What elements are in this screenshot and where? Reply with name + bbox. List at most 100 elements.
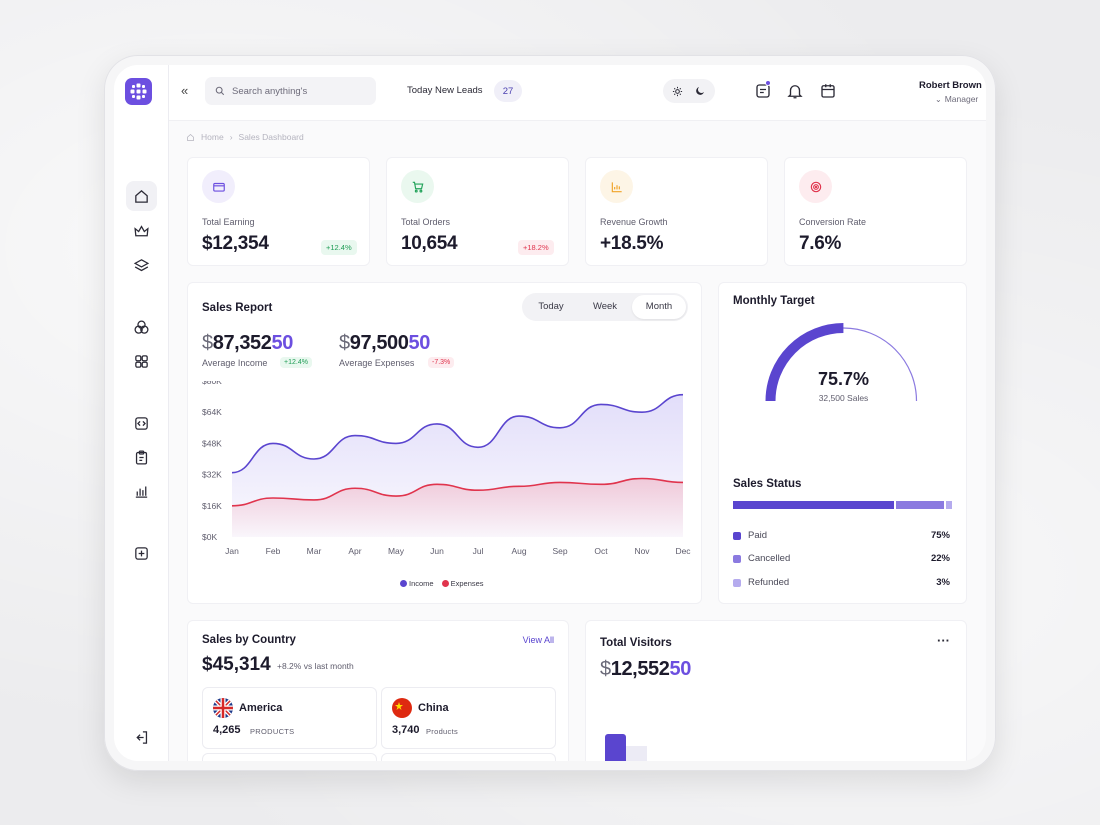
stat-trend-badge: +18.2%	[518, 240, 554, 255]
country-item-partial[interactable]	[202, 753, 377, 761]
nav-circles[interactable]	[126, 312, 157, 342]
stat-card-conversion: Conversion Rate 7.6%	[784, 157, 967, 266]
sales-report-title: Sales Report	[202, 302, 273, 314]
country-item-partial[interactable]	[381, 753, 556, 761]
user-name[interactable]: Robert Brown	[919, 80, 982, 91]
logout-button[interactable]	[126, 722, 157, 752]
sales-by-country-title: Sales by Country	[202, 634, 296, 646]
series-line-income	[231, 393, 684, 474]
search-icon	[215, 86, 225, 96]
layers-icon	[133, 258, 150, 271]
app-logo[interactable]	[125, 78, 152, 105]
stat-value: 10,654	[401, 233, 458, 254]
income-badge: +12.4%	[280, 357, 312, 368]
top-bar: « Today New Leads 27 Robert Brown ⌄Manag…	[169, 65, 986, 121]
status-row-cancelled: Cancelled	[733, 553, 790, 564]
tab-week[interactable]: Week	[592, 301, 618, 312]
nav-add[interactable]	[126, 538, 157, 568]
theme-toggle[interactable]	[663, 79, 715, 103]
bar-chart-icon	[135, 486, 148, 498]
total-visitors-value: $12,55250	[600, 658, 691, 680]
status-swatch	[733, 531, 741, 540]
tab-month[interactable]: Month	[632, 295, 686, 319]
stat-icon-bg	[202, 170, 235, 203]
bar-chart-icon	[611, 181, 622, 192]
tab-today[interactable]: Today	[538, 301, 564, 312]
country-sales-change: +8.2% vs last month	[277, 661, 354, 671]
status-pct-refunded: 3%	[936, 577, 950, 588]
search-box[interactable]	[205, 77, 376, 105]
user-role[interactable]: ⌄ Manager	[935, 94, 978, 104]
series-area-expenses	[232, 478, 683, 537]
wallet-icon	[212, 182, 225, 192]
gauge-track	[769, 327, 918, 402]
x-tick-label: Jun	[430, 546, 444, 556]
circles-icon	[134, 319, 149, 334]
apps-icon	[135, 354, 148, 368]
status-row-paid: Paid	[733, 530, 767, 541]
average-income-value: $87,35250	[202, 332, 293, 354]
view-all-link[interactable]: View All	[522, 635, 554, 645]
expenses-badge: -7.3%	[428, 357, 455, 368]
nav-crown[interactable]	[126, 216, 157, 246]
target-sales: 32,500 Sales	[818, 393, 869, 403]
stat-label: Revenue Growth	[600, 217, 668, 227]
status-bar-segment	[896, 501, 944, 509]
x-tick-label: Nov	[634, 546, 650, 556]
visitors-bar	[626, 746, 647, 761]
average-expenses-value: $97,50050	[339, 332, 430, 354]
y-tick-label: $0K	[202, 532, 217, 542]
nav-apps[interactable]	[126, 346, 157, 376]
stat-value: $12,354	[202, 233, 269, 254]
stat-label: Total Orders	[401, 217, 451, 227]
status-bar-segment	[945, 501, 952, 509]
bell-icon[interactable]	[786, 82, 804, 100]
nav-layers[interactable]	[126, 250, 157, 280]
country-count: 3,740	[392, 724, 420, 736]
nav-home[interactable]	[126, 181, 157, 211]
average-income-label: Average Income	[202, 358, 268, 368]
calendar-icon[interactable]	[819, 82, 837, 100]
collapse-sidebar-icon[interactable]: «	[181, 83, 189, 98]
search-input[interactable]	[232, 85, 362, 97]
target-gauge	[765, 323, 918, 402]
stat-card-orders: Total Orders 10,654 +18.2%	[386, 157, 569, 266]
flag-china-icon	[392, 698, 412, 718]
chart-legend: Income Expenses	[400, 579, 484, 588]
sales-report-card: Sales Report Today Week Month $87,35250 …	[187, 282, 702, 604]
average-expenses-label: Average Expenses	[339, 358, 415, 368]
more-options-icon[interactable]: ···	[937, 633, 950, 648]
y-tick-label: $80K	[202, 381, 222, 386]
x-tick-label: Oct	[594, 546, 608, 556]
cart-icon	[412, 181, 423, 193]
leads-count-badge: 27	[494, 80, 522, 102]
breadcrumb-home[interactable]: Home	[201, 132, 224, 142]
tablet-frame: « Today New Leads 27 Robert Brown ⌄Manag…	[104, 55, 996, 771]
moon-icon[interactable]	[694, 85, 706, 97]
flag-uk-icon	[213, 698, 233, 718]
country-item-america[interactable]: America 4,265 PRODUCTS	[202, 687, 377, 749]
sidebar	[114, 65, 169, 761]
status-swatch	[733, 578, 741, 587]
stat-value: +18.5%	[600, 233, 664, 254]
country-item-china[interactable]: China 3,740 Products	[381, 687, 556, 749]
breadcrumb-separator: ›	[229, 132, 233, 142]
home-icon	[135, 189, 148, 203]
nav-clipboard[interactable]	[126, 442, 157, 472]
x-tick-label: Dec	[675, 546, 691, 556]
total-visitors-title: Total Visitors	[600, 637, 672, 649]
x-tick-label: Sep	[552, 546, 567, 556]
stat-icon-bg	[799, 170, 832, 203]
sales-by-country-card: Sales by Country View All $45,314 +8.2% …	[187, 620, 569, 761]
sales-report-chart: $80K $64K $48K $32K $16K $0K Jan Feb Mar Apr May Ju…	[202, 381, 691, 556]
period-segmented-control: Today Week Month	[522, 293, 688, 321]
sun-icon[interactable]	[672, 86, 683, 97]
stat-label: Conversion Rate	[799, 217, 867, 227]
chevron-down-icon: ⌄	[935, 95, 942, 104]
gauge-fill	[765, 323, 844, 402]
messages-icon[interactable]	[754, 82, 772, 100]
y-tick-label: $32K	[202, 470, 222, 480]
nav-code[interactable]	[126, 408, 157, 438]
nav-analytics[interactable]	[126, 476, 157, 506]
sales-status-title: Sales Status	[733, 478, 802, 490]
